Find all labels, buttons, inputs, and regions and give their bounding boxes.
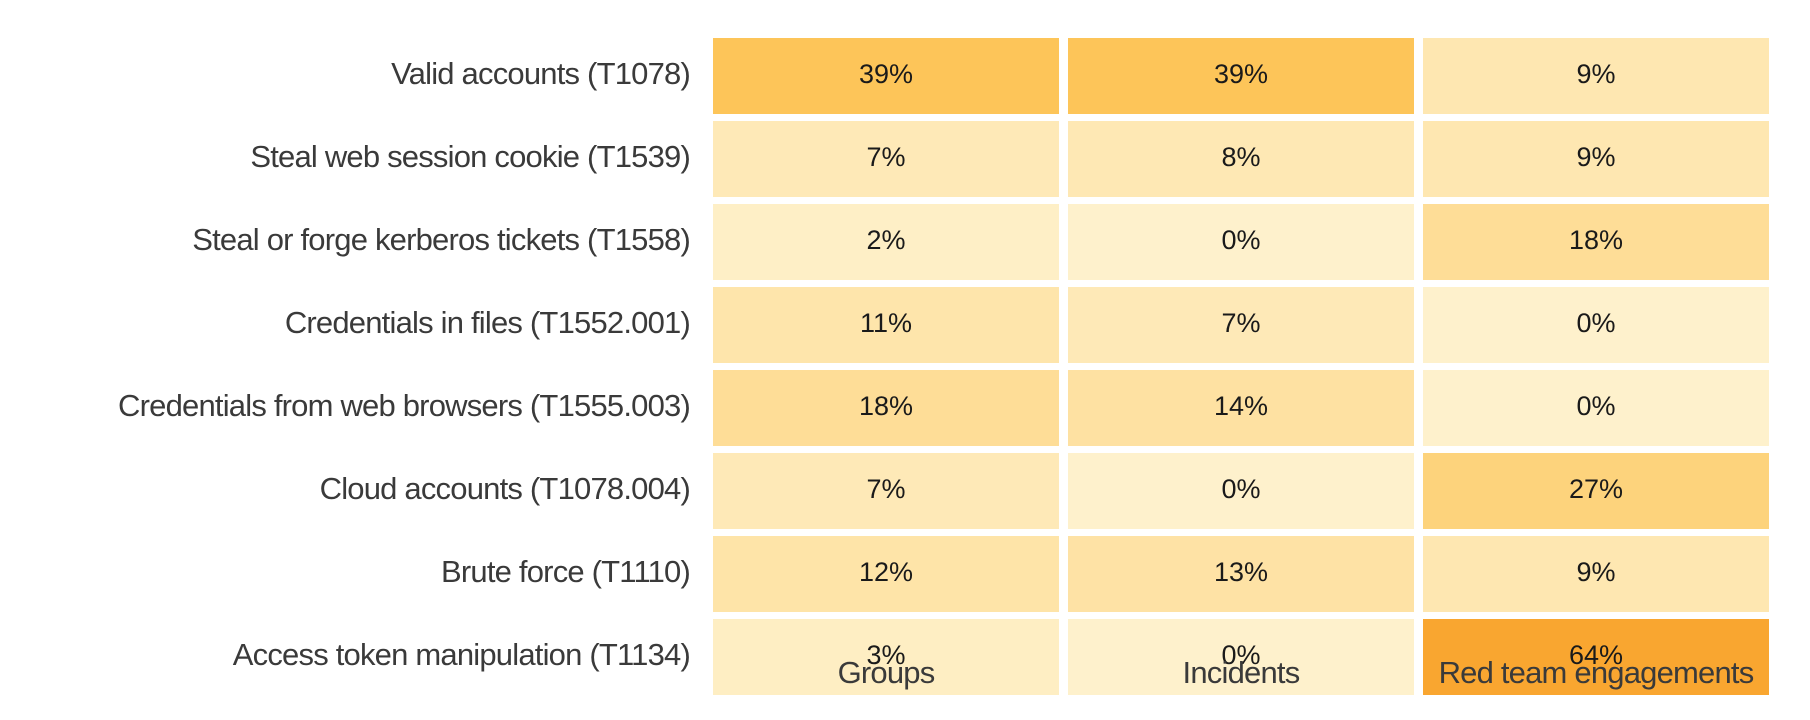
row-label: Steal web session cookie (T1539) (250, 139, 690, 174)
heatmap-cell (1423, 121, 1769, 197)
heatmap-cell (1423, 287, 1769, 363)
cell-value-label: 11% (860, 308, 912, 338)
heatmap-cell (1068, 204, 1414, 280)
heatmap-cell (713, 204, 1059, 280)
heatmap-cell (713, 121, 1059, 197)
cell-value-label: 7% (866, 142, 905, 172)
heatmap-cell (713, 370, 1059, 446)
cell-value-label: 0% (1221, 474, 1260, 504)
cell-value-label: 9% (1576, 557, 1615, 587)
heatmap-cell (1423, 453, 1769, 529)
heatmap-cell (1423, 204, 1769, 280)
heatmap-cell (1423, 38, 1769, 114)
row-labels: Valid accounts (T1078) Steal web session … (118, 56, 691, 672)
heatmap-cell (1068, 121, 1414, 197)
cell-value-label: 7% (866, 474, 905, 504)
row-label: Steal or forge kerberos tickets (T1558) (192, 222, 690, 257)
heatmap-cell (713, 38, 1059, 114)
cell-value-label: 0% (1221, 225, 1260, 255)
cell-value-label: 18% (1569, 225, 1623, 255)
heatmap-cell (1068, 38, 1414, 114)
column-labels: Groups Incidents Red team engagements (838, 655, 1755, 690)
cell-value-label: 9% (1576, 142, 1615, 172)
cell-value-label: 14% (1214, 391, 1268, 421)
cell-value-label: 27% (1569, 474, 1623, 504)
heatmap-cell (713, 287, 1059, 363)
row-label: Access token manipulation (T1134) (233, 637, 690, 672)
heatmap-cell (1068, 370, 1414, 446)
cell-value-label: 13% (1214, 557, 1268, 587)
row-label: Credentials from web browsers (T1555.003… (118, 388, 690, 423)
heatmap-cell (1423, 619, 1769, 695)
row-label: Valid accounts (T1078) (391, 56, 690, 91)
heatmap-cell (1423, 370, 1769, 446)
cell-value-label: 39% (859, 59, 913, 89)
cell-value-label: 0% (1576, 391, 1615, 421)
column-label: Red team engagements (1439, 655, 1754, 690)
heatmap-cell (713, 536, 1059, 612)
heatmap-cell (1068, 453, 1414, 529)
heatmap-cell (1068, 536, 1414, 612)
cell-value-label: 2% (866, 225, 905, 255)
cell-value-label: 0% (1576, 308, 1615, 338)
heatmap-cell (1068, 287, 1414, 363)
column-label: Groups (838, 655, 935, 690)
cell-value-label: 0% (1221, 640, 1260, 670)
cell-value-label: 12% (859, 557, 913, 587)
heatmap-cells: 39% 39% 9% 7% 8% 9% 2% 0% 18% 11% 7% 0% 18% 14% 0% 7% 0%… (713, 38, 1769, 695)
heatmap-cell (713, 619, 1059, 695)
heatmap-cell (1423, 536, 1769, 612)
heatmap-cell (1068, 619, 1414, 695)
cell-value-label: 9% (1576, 59, 1615, 89)
row-label: Brute force (T1110) (441, 554, 690, 589)
cell-value-label: 18% (859, 391, 913, 421)
cell-value-label: 39% (1214, 59, 1268, 89)
row-label: Credentials in files (T1552.001) (285, 305, 690, 340)
cell-value-label: 7% (1221, 308, 1260, 338)
heatmap-cell (713, 453, 1059, 529)
cell-value-label: 64% (1569, 640, 1623, 670)
row-label: Cloud accounts (T1078.004) (320, 471, 690, 506)
column-label: Incidents (1183, 655, 1300, 690)
cell-value-label: 3% (866, 640, 905, 670)
cell-value-label: 8% (1221, 142, 1260, 172)
